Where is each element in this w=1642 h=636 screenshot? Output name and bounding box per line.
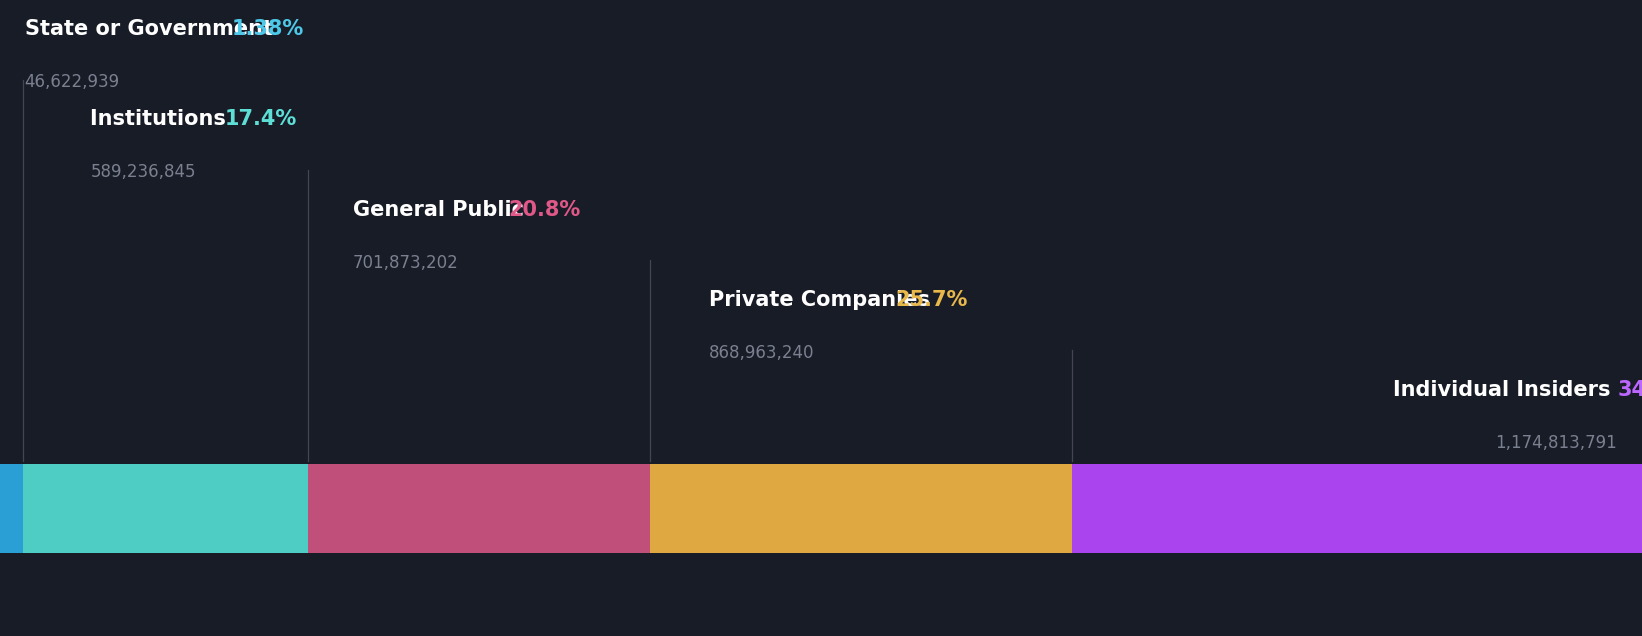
- FancyBboxPatch shape: [650, 464, 1072, 553]
- Text: 46,622,939: 46,622,939: [25, 73, 120, 91]
- Text: 25.7%: 25.7%: [895, 290, 967, 310]
- FancyBboxPatch shape: [1072, 464, 1642, 553]
- Text: 34.7%: 34.7%: [1617, 380, 1642, 400]
- Text: 701,873,202: 701,873,202: [353, 254, 458, 272]
- Text: 589,236,845: 589,236,845: [90, 163, 195, 181]
- Text: Institutions: Institutions: [90, 109, 233, 129]
- Text: Private Companies: Private Companies: [709, 290, 938, 310]
- Text: Individual Insiders: Individual Insiders: [1392, 380, 1617, 400]
- Text: State or Government: State or Government: [25, 19, 279, 39]
- Text: 868,963,240: 868,963,240: [709, 344, 814, 362]
- Text: 20.8%: 20.8%: [509, 200, 581, 219]
- Text: 1.38%: 1.38%: [232, 19, 304, 39]
- FancyBboxPatch shape: [309, 464, 650, 553]
- Text: 17.4%: 17.4%: [225, 109, 297, 129]
- FancyBboxPatch shape: [0, 464, 23, 553]
- FancyBboxPatch shape: [23, 464, 309, 553]
- Text: General Public: General Public: [353, 200, 532, 219]
- Text: 1,174,813,791: 1,174,813,791: [1496, 434, 1617, 452]
